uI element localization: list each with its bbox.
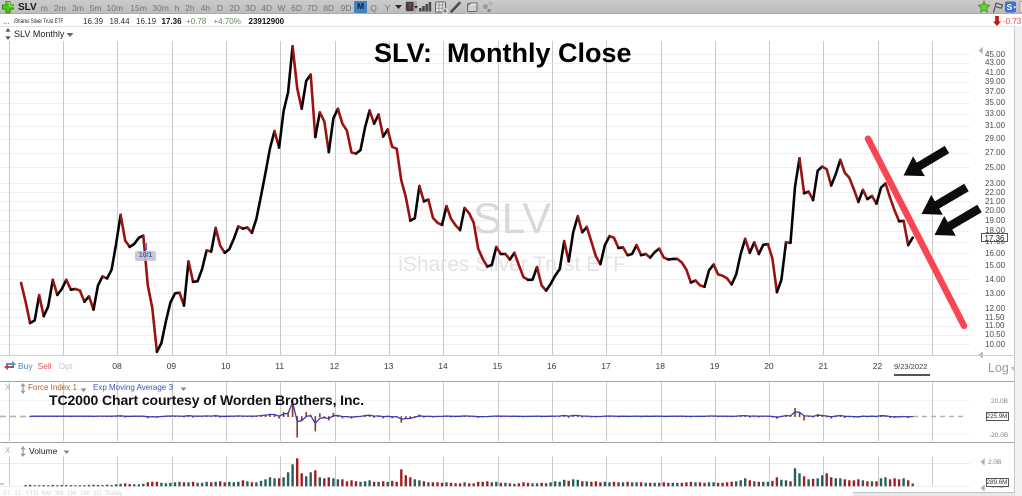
- svg-text:T: T: [407, 3, 412, 12]
- svg-text:SLV: SLV: [473, 195, 551, 243]
- svg-text:S: S: [1007, 2, 1013, 12]
